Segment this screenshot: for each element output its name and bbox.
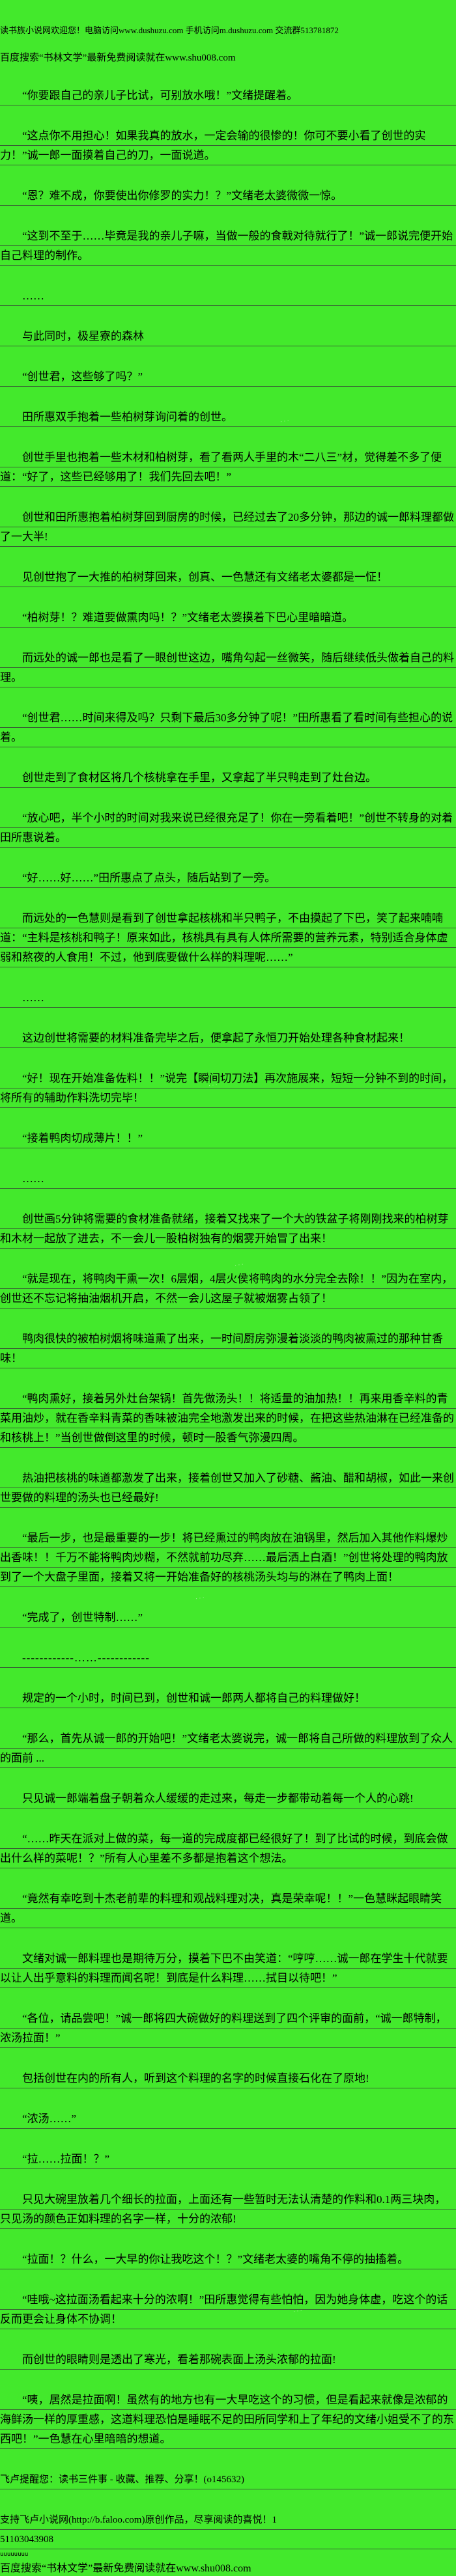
novel-paragraph: “各位，请品尝吧！”诚一郎将四大碗做好的料理送到了四个评审的面前，“诚一郎特制，… <box>0 2009 456 2048</box>
novel-paragraph: “最后一步，也是最重要的一步！将已经熏过的鸭肉放在油锅里，然后加入其他作料爆炒出… <box>0 1529 456 1587</box>
novel-paragraph: “接着鸭肉切成薄片！！” <box>0 1129 456 1148</box>
novel-paragraph: “创世君，这些够了吗？” <box>0 367 456 387</box>
novel-paragraph: “好！现在开始准备佐料！！”说完【瞬间切刀法】再次施展来，短短一分钟不到的时间，… <box>0 1069 456 1108</box>
novel-paragraph: “恩？难不成，你要使出你修罗的实力！？”文绪老太婆微微一惊。 <box>0 186 456 206</box>
novel-paragraph: 只见大碗里放着几个细长的拉面，上面还有一些暂时无法认清楚的作料和0.1两三块肉，… <box>0 2190 456 2229</box>
novel-paragraph: “那么，首先从诚一郎的开始吧！”文绪老太婆说完，诚一郎将自己所做的料理放到了众人… <box>0 1729 456 1768</box>
novel-paragraph: …… <box>0 1169 456 1189</box>
novel-paragraph: “创世君……时间来得及吗？只剩下最后30多分钟了呢！”田所惠看了看时间有些担心的… <box>0 708 456 747</box>
novel-reader-page: { "page": { "background_color": "#43E92C… <box>0 25 456 2574</box>
novel-paragraph: 包括创世在内的所有人，听到这个料理的名字的时候直接石化在了原地! <box>0 2069 456 2088</box>
novel-paragraph: 创世和田所惠抱着柏树芽回到厨房的时候，已经过去了20多分钟，那边的诚一郎料理都做… <box>0 508 456 547</box>
section-divider: ------------……------------ <box>0 1648 456 1668</box>
novel-paragraph: “完成了，创世特制……” <box>0 1608 456 1627</box>
novel-paragraph: “……昨天在派对上做的菜，每一道的完成度都已经很好了！到了比试的时候，到底会做出… <box>0 1829 456 1868</box>
novel-paragraph: “放心吧，半个小时的时间对我来说已经很充足了！你在一旁看着吧！”创世不转身的对着… <box>0 809 456 848</box>
novel-paragraph: 而远处的一色慧则是看到了创世拿起核桃和半只鸭子，不由摸起了下巴，笑了起来喃喃道：… <box>0 909 456 967</box>
novel-paragraph: “浓汤……” <box>0 2109 456 2129</box>
novel-paragraph: 而创世的眼睛则是透出了寒光，看着那碗表面上汤头浓郁的拉面! <box>0 2350 456 2370</box>
novel-paragraph: “拉面！？什么，一大早的你让我吃这个！？”文绪老太婆的嘴角不停的抽搐着。 <box>0 2250 456 2269</box>
site-welcome-line: 读书族小说网欢迎您！电脑访问www.dushuzu.com 手机访问m.dush… <box>0 25 339 35</box>
novel-paragraph: 鸭肉很快的被柏树烟将味道熏了出来，一时间厨房弥漫着淡淡的鸭肉被熏过的那种甘香味！ <box>0 1329 456 1368</box>
novel-paragraph: “就是现在，将鸭肉干熏一次！6层烟，4层火侯将鸭肉的水分完全去除！！”因为在室内… <box>0 1269 456 1309</box>
novel-paragraph: 热油把核桃的味道都激发了出来，接着创世又加入了砂糖、酱油、醋和胡椒，如此一来创世… <box>0 1469 456 1508</box>
novel-paragraph: “好……好……”田所惠点了点头，随后站到了一旁。 <box>0 868 456 888</box>
novel-paragraph: “柏树芽！？难道要做熏肉吗！？”文绪老太婆摸着下巴心里暗暗道。 <box>0 608 456 628</box>
novel-paragraph: …… <box>0 286 456 306</box>
novel-paragraph: “哇哦~这拉面汤看起来十分的浓啊！”田所惠觉得有些怕怕，因为她身体虚，吃这个的话… <box>0 2290 456 2329</box>
novel-paragraph: “这到不至于……毕竟是我的亲儿子嘛，当做一般的食戟对待就行了！”诚一郎说完便开始… <box>0 227 456 266</box>
search-promo-line: 百度搜索“书林文学”最新免费阅读就在www.shu008.com <box>0 53 236 63</box>
novel-paragraph: “拉……拉面！？” <box>0 2150 456 2169</box>
novel-paragraph: 创世画5分钟将需要的食材准备就绪，接着又找来了一个大的铁盆子将刚刚找来的柏树芽和… <box>0 1210 456 1249</box>
novel-paragraph: “鸭肉熏好，接着另外灶台架锅！首先做汤头！！将适量的油加热！！再来用香辛料的青菜… <box>0 1389 456 1448</box>
novel-paragraph: 规定的一个小时，时间已到，创世和诚一郎两人都将自己的料理做好！ <box>0 1689 456 1708</box>
novel-paragraph: 创世走到了食材区将几个核桃拿在手里，又拿起了半只鸭走到了灶台边。 <box>0 768 456 788</box>
novel-paragraph: 创世手里也抱着一些木材和柏树芽，看了看两人手里的木“二八三”材，觉得差不多了便道… <box>0 448 456 487</box>
novel-paragraph: 只见诚一郎端着盘子朝着众人缓缓的走过来，每走一步都带动着每一个人的心跳! <box>0 1789 456 1808</box>
novel-paragraph: 这边创世将需要的材料准备完毕之后，便拿起了永恒刀开始处理各种食材起来！ <box>0 1029 456 1048</box>
footer-note: 飞卢提醒您：读书三件事 - 收藏、推荐、分享！(o145632) <box>0 2470 456 2489</box>
novel-paragraph: 田所惠双手抱着一些柏树芽询问着的创世。 <box>0 408 456 427</box>
novel-content: 读书族小说网欢迎您！电脑访问www.dushuzu.com 手机访问m.dush… <box>0 25 456 2576</box>
novel-paragraph: 文绪对诚一郎料理也是期待万分，摸着下巴不由笑道：“哼哼……诚一郎在学生十代就要以… <box>0 1949 456 1988</box>
novel-paragraph: “这点你不用担心！如果我真的放水，一定会输的很惨的！你可不要小看了创世的实力！”… <box>0 126 456 165</box>
novel-paragraph: 与此同时，极星寮的森林 <box>0 327 456 346</box>
noise-text: uuuuuuuu <box>0 2551 29 2558</box>
novel-paragraph: …… <box>0 988 456 1008</box>
novel-paragraph: 而远处的诚一郎也是看了一眼创世这边，嘴角勾起一丝微笑，随后继续低头做着自己的料理… <box>0 648 456 687</box>
search-promo-line-bottom: 百度搜索“书林文学”最新免费阅读就在www.shu008.com <box>0 2563 251 2574</box>
novel-paragraph: “咦，居然是拉面啊！虽然有的地方也有一大早吃这个的习惯，但是看起来就像是浓郁的海… <box>0 2390 456 2449</box>
novel-paragraph: “你要跟自己的亲儿子比试，可别放水哦！”文绪提醒着。 <box>0 86 456 105</box>
footer-note: 支持飞卢小说网(http://b.faloo.com)原创作品，尽享阅读的喜悦！… <box>0 2510 456 2530</box>
novel-paragraph: “竟然有幸吃到十杰老前辈的料理和观战料理对决，真是荣幸呢！！”一色慧眯起眼睛笑道… <box>0 1889 456 1928</box>
footer-note: 51103043908 <box>0 2530 456 2549</box>
novel-paragraph: 见创世抱了一大推的柏树芽回来，创真、一色慧还有文绪老太婆都是一怔！ <box>0 568 456 587</box>
